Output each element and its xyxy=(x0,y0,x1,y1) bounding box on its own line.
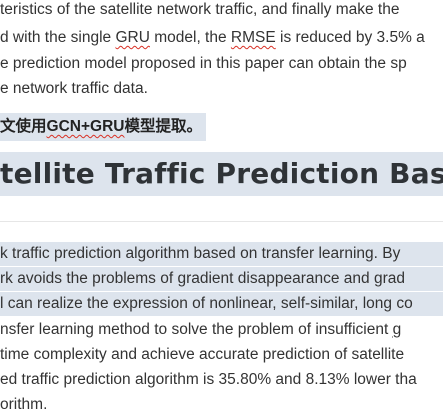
body-line-6: ed traffic prediction algorithm is 35.80… xyxy=(0,371,417,388)
body-line-1-highlight xyxy=(0,242,443,266)
body-line-4: nsfer learning method to solve the probl… xyxy=(0,318,401,342)
abstract-line-2-text-c: is reduced by 3.5% a xyxy=(275,29,425,46)
divider xyxy=(0,221,443,222)
chinese-note: 文使用GCN+GRU模型提取。 xyxy=(0,113,206,141)
abstract-line-2: d with the single GRU model, the RMSE is… xyxy=(0,26,425,50)
abstract-line-4: e network traffic data. xyxy=(0,80,148,97)
abstract-line-2-text-b: model, the xyxy=(149,29,231,46)
abstract-line-2-text-a: d with the single xyxy=(0,29,116,46)
spellcheck-word-rmse[interactable]: RMSE xyxy=(230,29,276,46)
body-line-4-text: nsfer learning method to solve the probl… xyxy=(0,321,393,338)
chinese-note-prefix: 文使用 xyxy=(0,118,47,135)
section-title-highlight xyxy=(0,152,443,196)
spellcheck-word-gcn-gru[interactable]: GCN+GRU xyxy=(46,118,125,135)
spellcheck-word-gru[interactable]: GRU xyxy=(115,29,150,46)
section-title: tellite Traffic Prediction Based o xyxy=(0,157,443,190)
abstract-line-3: e prediction model proposed in this pape… xyxy=(0,55,407,72)
body-line-2: rk avoids the problems of gradient disap… xyxy=(0,270,405,287)
chinese-note-suffix: 模型提取。 xyxy=(124,118,202,135)
body-line-1: k traffic prediction algorithm based on … xyxy=(0,245,401,262)
body-line-3: l can realize the expression of nonlinea… xyxy=(0,295,413,312)
abstract-line-1: teristics of the satellite network traff… xyxy=(0,1,400,18)
body-line-2-highlight xyxy=(0,267,443,291)
body-line-7: orithm. xyxy=(0,396,48,413)
grammar-flag-word[interactable]: g xyxy=(392,321,402,338)
body-line-5: time complexity and achieve accurate pre… xyxy=(0,346,405,363)
body-line-3-highlight xyxy=(0,292,443,316)
